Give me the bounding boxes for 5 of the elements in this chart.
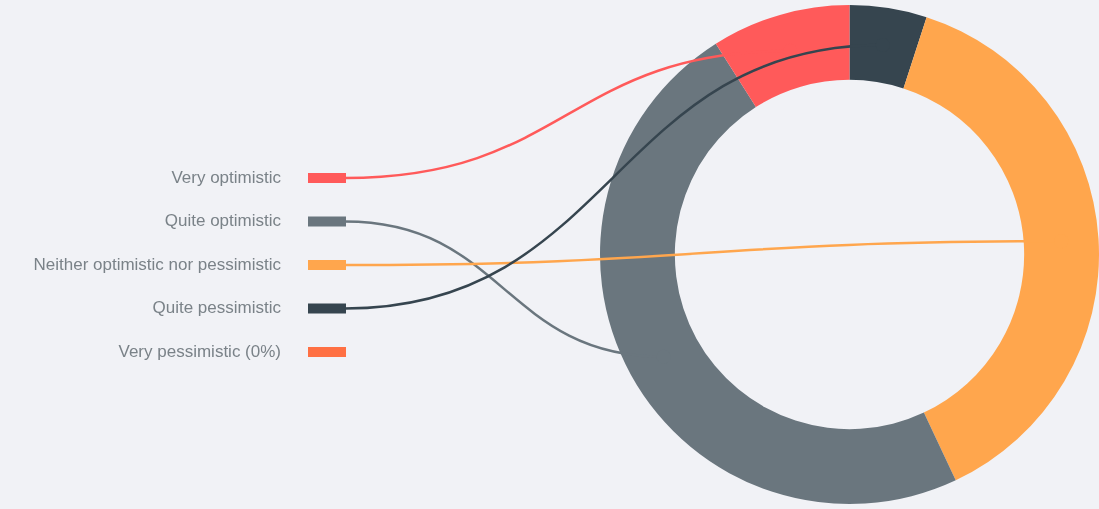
legend-label: Quite pessimistic [152, 298, 282, 318]
legend-label: Very optimistic [171, 167, 282, 187]
legend-label: Quite optimistic [164, 211, 282, 231]
legend-label: Very pessimistic (0%) [118, 341, 281, 361]
legend-label: Neither optimistic nor pessimistic [33, 254, 282, 274]
